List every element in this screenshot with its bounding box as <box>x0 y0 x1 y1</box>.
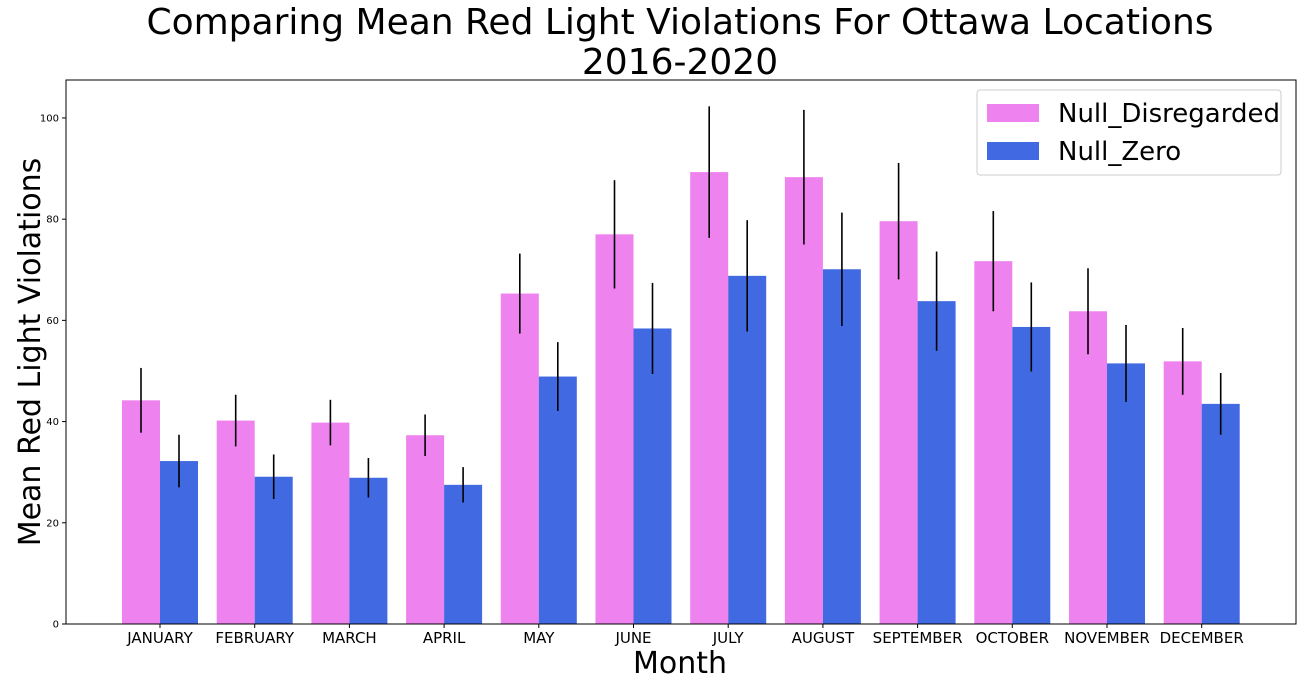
y-tick-label: 0 <box>53 620 59 631</box>
x-tick-label: FEBRUARY <box>215 629 295 647</box>
x-tick-label: APRIL <box>423 629 466 647</box>
bar-null-zero <box>917 301 956 624</box>
bar-null-disregarded <box>311 422 350 624</box>
x-tick-label: JUNE <box>614 629 651 647</box>
bar-null-zero <box>1201 403 1240 624</box>
legend: Null_Disregarded Null_Zero <box>976 89 1282 176</box>
bar-null-zero <box>538 376 577 624</box>
bar-null-disregarded <box>1163 361 1202 624</box>
plot-area: 0 20 40 60 80 100 JANUARY FEBRUARY MARCH APRIL MAY… <box>40 106 1244 647</box>
bar-null-disregarded <box>690 172 729 624</box>
y-axis-label: Mean Red Light Violations <box>13 158 48 547</box>
bar-null-disregarded <box>784 177 823 624</box>
bar-null-disregarded <box>500 293 539 624</box>
x-tick-label: MARCH <box>322 629 377 647</box>
y-tick-label: 20 <box>46 518 59 529</box>
bar-null-zero <box>1012 326 1051 624</box>
chart-title-line-2: 2016-2020 <box>582 42 778 83</box>
bar-null-disregarded <box>122 400 160 624</box>
x-tick-label: DECEMBER <box>1160 629 1244 647</box>
legend-swatch-null-disregarded <box>987 104 1039 122</box>
y-tick-label: 60 <box>46 316 59 327</box>
bar-null-zero <box>728 275 767 624</box>
bar-null-zero <box>1107 363 1145 624</box>
plot-frame <box>65 79 1297 625</box>
y-tick-label: 40 <box>46 417 59 428</box>
x-tick-label: AUGUST <box>792 629 855 647</box>
bar-null-zero <box>254 476 293 624</box>
bar-null-zero <box>444 484 483 624</box>
x-tick-label: OCTOBER <box>976 629 1049 647</box>
bar-null-disregarded <box>1069 311 1107 624</box>
bar-null-disregarded <box>406 435 445 624</box>
legend-swatch-null-zero <box>987 142 1039 160</box>
x-tick-label: NOVEMBER <box>1064 629 1150 647</box>
legend-label-null-disregarded: Null_Disregarded <box>1058 99 1280 129</box>
x-tick-label: MAY <box>523 629 555 647</box>
bar-null-disregarded <box>595 234 634 625</box>
x-tick-label: JANUARY <box>126 629 193 647</box>
x-tick-label: JULY <box>712 629 745 647</box>
bar-null-zero <box>349 477 388 624</box>
y-tick-label: 100 <box>40 113 59 124</box>
chart-title-line-1: Comparing Mean Red Light Violations For … <box>146 2 1213 43</box>
y-tick-label: 80 <box>46 215 59 226</box>
bar-null-zero <box>822 269 861 624</box>
legend-frame <box>976 89 1282 176</box>
bar-null-disregarded <box>974 261 1013 624</box>
x-axis-label: Month <box>633 646 727 681</box>
bar-null-disregarded <box>216 420 255 624</box>
x-tick-label: SEPTEMBER <box>873 629 963 647</box>
bar-null-disregarded <box>879 221 918 624</box>
bar-null-zero <box>633 328 672 624</box>
legend-label-null-zero: Null_Zero <box>1058 137 1181 167</box>
bar-null-zero <box>160 461 198 624</box>
